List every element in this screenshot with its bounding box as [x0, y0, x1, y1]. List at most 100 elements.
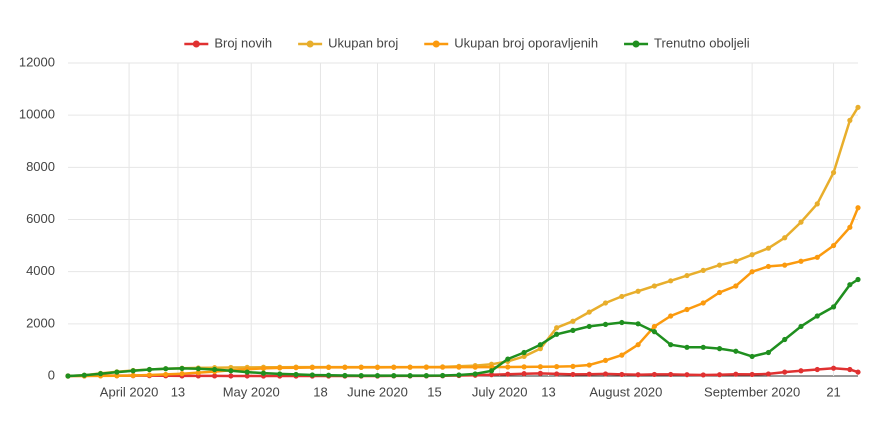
- y-tick-label: 2000: [26, 315, 55, 330]
- data-point: [374, 373, 381, 379]
- data-point: [749, 371, 755, 378]
- data-point: [602, 371, 609, 377]
- x-tick-label: 15: [427, 384, 441, 399]
- data-point: [733, 348, 739, 354]
- data-point: [765, 263, 772, 270]
- data-point: [554, 371, 560, 377]
- data-point: [798, 323, 804, 330]
- legend-dot: [432, 40, 440, 48]
- data-point: [423, 364, 429, 370]
- data-point: [635, 321, 641, 327]
- data-point: [537, 370, 543, 376]
- x-tick-label: 13: [171, 384, 185, 399]
- data-point: [830, 242, 837, 249]
- data-point: [847, 117, 853, 123]
- data-point: [684, 344, 690, 350]
- data-point: [855, 369, 861, 375]
- data-point: [472, 364, 478, 370]
- y-tick-label: 10000: [19, 107, 55, 122]
- data-point: [570, 327, 576, 333]
- data-point: [391, 364, 397, 370]
- data-point: [440, 372, 446, 379]
- x-tick-label: April 2020: [100, 384, 159, 399]
- data-point: [668, 278, 674, 284]
- data-point: [505, 356, 511, 362]
- data-point: [651, 371, 657, 378]
- data-point: [814, 201, 820, 207]
- data-point: [602, 300, 609, 306]
- data-point: [130, 368, 136, 374]
- data-point: [700, 267, 706, 273]
- data-point: [847, 282, 853, 288]
- data-point: [130, 372, 136, 379]
- data-point: [586, 323, 592, 330]
- data-point: [749, 353, 755, 360]
- data-point: [179, 365, 185, 372]
- data-point: [798, 258, 804, 264]
- data-point: [716, 262, 723, 268]
- data-point: [651, 323, 657, 330]
- legend-label: Trenutno oboljeli: [654, 35, 750, 50]
- data-point: [716, 346, 723, 352]
- data-point: [830, 169, 837, 176]
- data-point: [440, 364, 446, 370]
- data-point: [488, 368, 495, 374]
- data-point: [537, 342, 543, 348]
- series-line: [68, 207, 860, 378]
- data-point: [163, 366, 169, 372]
- x-tick-label: September 2020: [704, 384, 800, 399]
- data-point: [326, 364, 332, 370]
- data-point: [765, 245, 772, 251]
- data-point: [244, 373, 250, 379]
- data-point: [146, 372, 153, 378]
- data-point: [521, 371, 527, 377]
- data-point: [619, 293, 625, 300]
- legend-dot: [632, 40, 640, 48]
- data-point: [407, 373, 413, 379]
- x-tick-label: July 2020: [472, 384, 528, 399]
- data-point: [651, 329, 657, 335]
- data-point: [782, 369, 788, 375]
- y-tick-label: 6000: [26, 211, 55, 226]
- data-point: [651, 283, 657, 289]
- data-point: [570, 318, 576, 324]
- x-tick-label: 13: [541, 384, 555, 399]
- data-point: [114, 369, 120, 375]
- data-point: [814, 313, 820, 319]
- data-point: [195, 366, 201, 372]
- series-line: [67, 278, 859, 378]
- data-point: [570, 363, 576, 369]
- data-point: [163, 371, 169, 378]
- data-point: [505, 364, 511, 370]
- data-point: [749, 252, 755, 258]
- data-point: [228, 373, 234, 379]
- data-point: [798, 219, 804, 225]
- series-line: [67, 106, 860, 378]
- data-point: [830, 304, 837, 310]
- data-point: [309, 372, 315, 378]
- data-point: [619, 371, 625, 378]
- data-point: [668, 342, 674, 348]
- data-point: [635, 372, 641, 378]
- data-point: [602, 321, 609, 327]
- data-point: [277, 365, 283, 371]
- data-point: [146, 366, 153, 373]
- data-point: [277, 371, 283, 377]
- x-tick-label: May 2020: [223, 384, 280, 399]
- data-point: [179, 371, 185, 377]
- data-point: [358, 364, 364, 370]
- x-tick-label: August 2020: [589, 384, 662, 399]
- data-point: [716, 289, 723, 296]
- data-point: [97, 371, 104, 377]
- data-point: [684, 272, 690, 279]
- data-point: [765, 349, 772, 356]
- legend-item: Trenutno oboljeli: [624, 35, 750, 50]
- legend-label: Ukupan broj: [328, 35, 398, 50]
- legend: Broj novih Ukupan broj Ukupan broj oporavl…: [184, 35, 750, 50]
- data-point: [700, 344, 706, 350]
- data-point: [635, 342, 641, 348]
- data-point: [602, 357, 609, 363]
- legend-item: Ukupan broj: [298, 35, 398, 50]
- data-point: [700, 372, 706, 378]
